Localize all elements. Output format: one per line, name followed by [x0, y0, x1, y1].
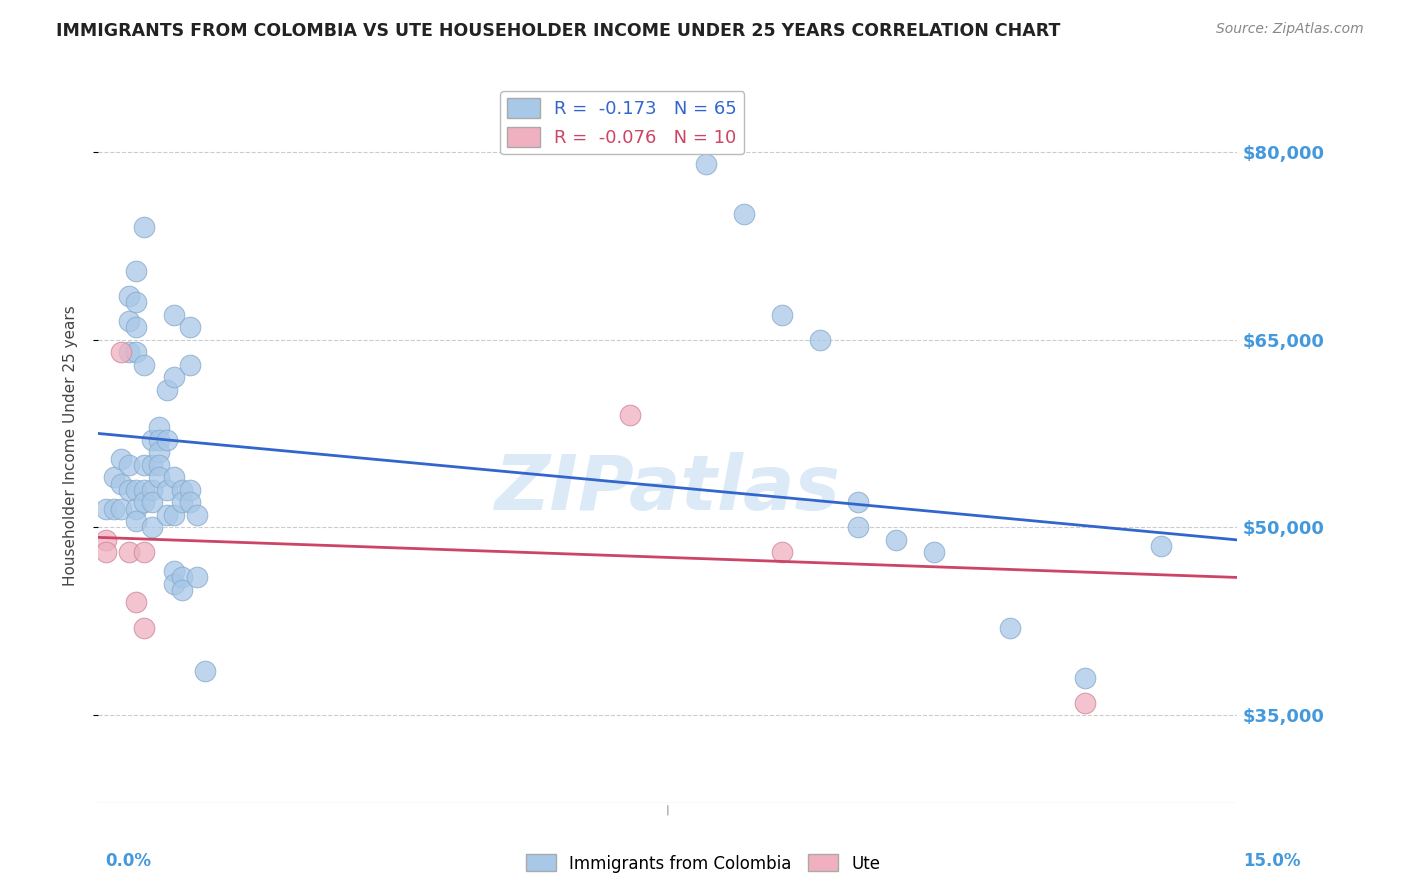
Point — [110, 451, 132, 466]
Point — [118, 345, 141, 359]
Point — [125, 320, 148, 334]
Point — [148, 470, 170, 484]
Point — [998, 621, 1021, 635]
Point — [1150, 539, 1173, 553]
Point — [118, 314, 141, 328]
Point — [125, 295, 148, 310]
Point — [1074, 671, 1097, 685]
Point — [118, 483, 141, 497]
Point — [110, 345, 132, 359]
Point — [163, 564, 186, 578]
Point — [163, 470, 186, 484]
Point — [156, 483, 179, 497]
Point — [770, 308, 793, 322]
Point — [179, 483, 201, 497]
Point — [170, 570, 193, 584]
Point — [118, 289, 141, 303]
Point — [118, 458, 141, 472]
Text: 0.0%: 0.0% — [105, 852, 152, 870]
Y-axis label: Householder Income Under 25 years: Householder Income Under 25 years — [63, 306, 77, 586]
Point — [94, 501, 117, 516]
Point — [125, 264, 148, 278]
Point — [103, 501, 125, 516]
Point — [132, 495, 155, 509]
Point — [922, 545, 945, 559]
Point — [186, 570, 208, 584]
Point — [884, 533, 907, 547]
Point — [186, 508, 208, 522]
Point — [125, 483, 148, 497]
Point — [132, 358, 155, 372]
Point — [808, 333, 831, 347]
Legend: Immigrants from Colombia, Ute: Immigrants from Colombia, Ute — [519, 847, 887, 880]
Point — [148, 420, 170, 434]
Point — [94, 533, 117, 547]
Point — [148, 445, 170, 459]
Point — [156, 508, 179, 522]
Point — [118, 545, 141, 559]
Point — [179, 495, 201, 509]
Point — [125, 501, 148, 516]
Point — [846, 520, 869, 534]
Point — [1074, 696, 1097, 710]
Point — [179, 320, 201, 334]
Point — [132, 545, 155, 559]
Point — [194, 665, 217, 679]
Point — [94, 545, 117, 559]
Point — [141, 483, 163, 497]
Point — [170, 495, 193, 509]
Point — [846, 495, 869, 509]
Text: ZIPatlas: ZIPatlas — [495, 452, 841, 525]
Point — [132, 458, 155, 472]
Point — [132, 621, 155, 635]
Point — [141, 495, 163, 509]
Point — [125, 514, 148, 528]
Point — [125, 595, 148, 609]
Point — [170, 483, 193, 497]
Point — [163, 370, 186, 384]
Point — [163, 576, 186, 591]
Point — [148, 458, 170, 472]
Point — [733, 207, 755, 221]
Point — [103, 470, 125, 484]
Point — [110, 501, 132, 516]
Point — [148, 433, 170, 447]
Point — [132, 483, 155, 497]
Point — [163, 508, 186, 522]
Point — [156, 383, 179, 397]
Text: 15.0%: 15.0% — [1243, 852, 1301, 870]
Point — [132, 219, 155, 234]
Point — [695, 157, 717, 171]
Point — [125, 345, 148, 359]
Point — [141, 433, 163, 447]
Legend: R =  -0.173   N = 65, R =  -0.076   N = 10: R = -0.173 N = 65, R = -0.076 N = 10 — [501, 91, 744, 154]
Text: Source: ZipAtlas.com: Source: ZipAtlas.com — [1216, 22, 1364, 37]
Point — [163, 308, 186, 322]
Point — [141, 520, 163, 534]
Point — [156, 433, 179, 447]
Point — [110, 476, 132, 491]
Point — [770, 545, 793, 559]
Point — [619, 408, 641, 422]
Text: IMMIGRANTS FROM COLOMBIA VS UTE HOUSEHOLDER INCOME UNDER 25 YEARS CORRELATION CH: IMMIGRANTS FROM COLOMBIA VS UTE HOUSEHOL… — [56, 22, 1060, 40]
Point — [141, 458, 163, 472]
Point — [179, 358, 201, 372]
Point — [170, 582, 193, 597]
